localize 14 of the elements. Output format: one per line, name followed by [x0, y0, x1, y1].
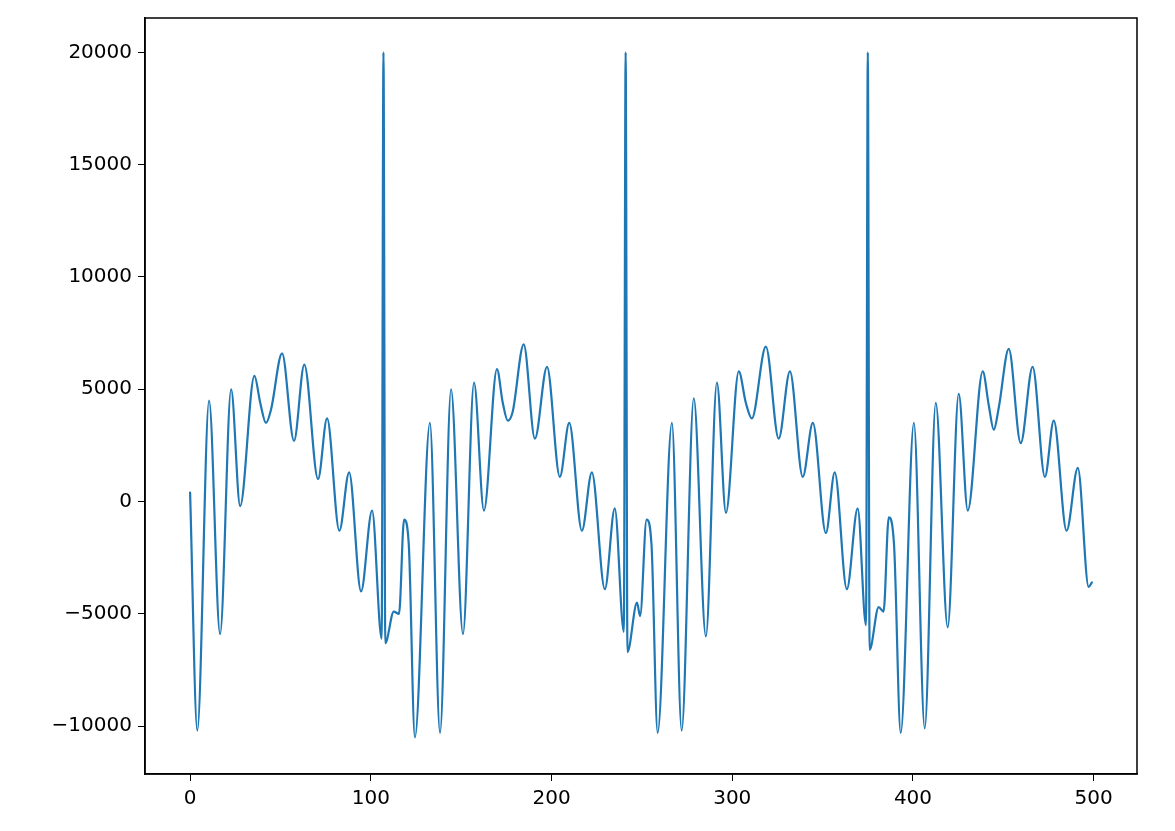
y-tick-label: 15000 — [68, 150, 132, 175]
x-tick-label: 500 — [1074, 785, 1113, 810]
y-tick-label: −5000 — [64, 600, 132, 625]
y-tick-label: −10000 — [51, 712, 132, 737]
y-tick-label: 20000 — [68, 38, 132, 63]
y-tick-label: 0 — [119, 487, 132, 512]
line-series — [188, 51, 1094, 739]
y-tick-label: 5000 — [81, 375, 132, 400]
x-tick-label: 0 — [183, 785, 197, 810]
x-tick-label: 300 — [713, 785, 752, 810]
x-tick-label: 100 — [351, 785, 390, 810]
y-tick-label: 10000 — [68, 263, 132, 288]
x-tick-label: 400 — [893, 785, 933, 810]
x-tick-label: 200 — [532, 785, 571, 810]
